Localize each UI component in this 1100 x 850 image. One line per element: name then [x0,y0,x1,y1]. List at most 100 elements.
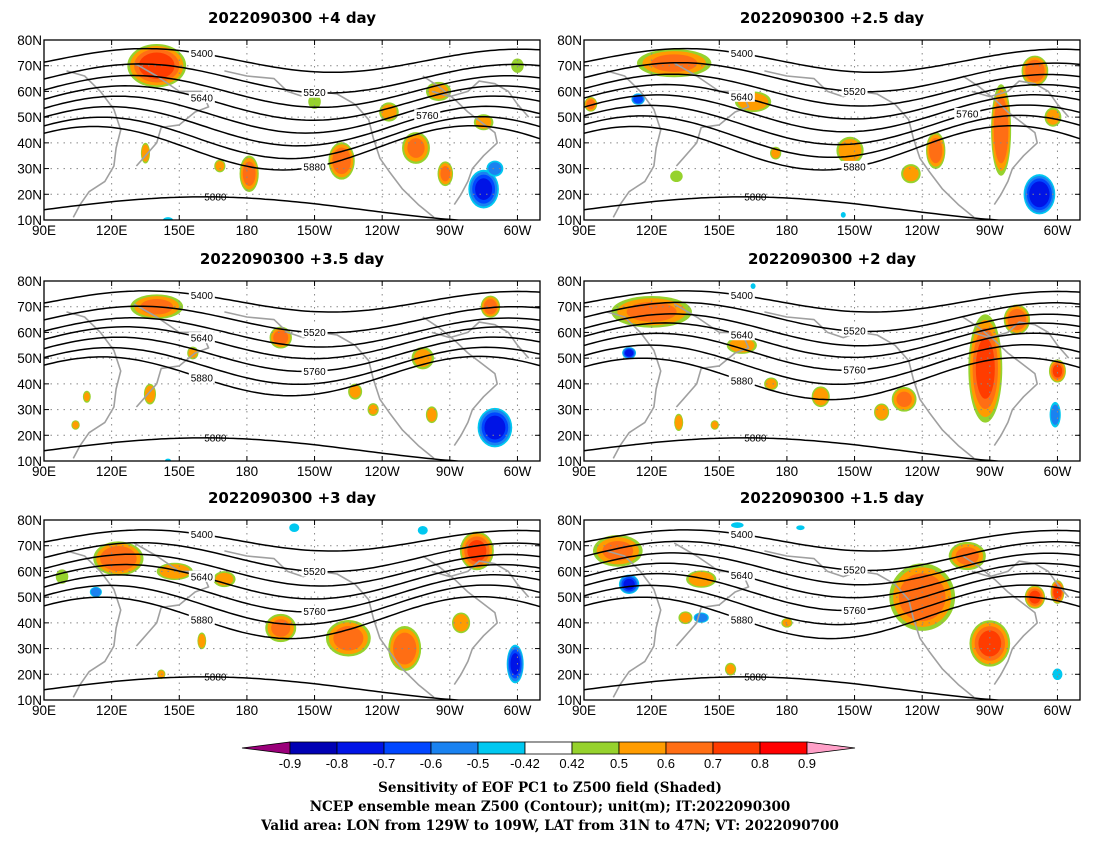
lat-tick-label: 10N [17,693,42,708]
z500-contour [584,552,1080,586]
lat-tick-label: 30N [557,403,582,418]
contour-label: 5640 [731,571,754,582]
colorbar-box [430,741,479,755]
z500-contour [44,317,540,348]
contour-label: 5880 [744,192,767,203]
z500-contour [44,541,540,573]
negative-sensitivity-area [488,162,502,175]
z500-contour [44,305,540,334]
z500-contour [584,572,1080,612]
positive-sensitivity-area [978,630,1002,657]
negative-sensitivity-area [731,522,744,529]
z500-contour [44,63,540,94]
lat-tick-label: 10N [17,213,42,228]
coastline [422,316,498,447]
contour-label-bg [841,85,868,97]
lat-tick-label: 40N [17,377,42,392]
contour-label-bg [188,47,215,59]
contour-label-bg [414,109,441,121]
footer-line-3: Valid area: LON from 129W to 109W, LAT f… [260,818,839,834]
panel-frame [43,280,541,462]
z500-contour [584,540,1080,572]
colorbar-label: 0.8 [751,756,769,771]
map-area: 5400 5520 5640 5760 5880 5880 [44,40,540,220]
contour-label: 5880 [731,615,754,626]
lat-tick-label: 80N [557,33,582,48]
colorbar-label: -0.42 [510,756,540,771]
contour-label: 5760 [303,367,326,378]
contour-label: 5400 [191,291,214,302]
z500-contour [44,115,540,160]
contour-label-bg [188,332,215,344]
positive-sensitivity-area [1052,364,1063,378]
lat-tick-label: 30N [17,162,42,177]
coastline [224,311,435,460]
map-panel: 2022090300 +2.5 day540055205640576058805… [557,9,1081,238]
contour-label-bg [188,570,215,582]
lon-tick-label: 150E [704,223,736,238]
lat-tick-label: 50N [17,351,42,366]
positive-sensitivity-area [407,138,425,158]
z500-contour [584,356,1080,401]
coastline [431,560,530,598]
contour-label: 5880 [204,672,227,683]
contour-label: 5520 [303,328,326,339]
lon-tick-label: 180 [236,703,259,718]
contour-label: 5520 [843,566,866,577]
contour-label-bg [728,569,755,581]
positive-sensitivity-area [100,546,137,572]
lat-tick-label: 70N [557,539,582,554]
negative-sensitivity-area [475,178,493,200]
lon-tick-label: 60W [1044,703,1072,718]
colorbar-label: 0.5 [610,756,628,771]
z500-contour [44,437,468,461]
panel-frame [583,39,1081,221]
z500-contour [584,104,1080,146]
coastline [962,75,1038,206]
z500-contour [584,301,1080,333]
contour-label-bg [728,329,755,341]
negative-sensitivity-area [796,525,805,531]
map-panel: 2022090300 +2 day 5400 5520 5640 5760 5880 588… [557,250,1081,479]
lon-tick-label: 60W [504,464,532,479]
positive-sensitivity-area [426,407,437,422]
z500-contour [44,355,540,397]
contour-label: 5880 [204,433,227,444]
lat-tick-label: 50N [557,590,582,605]
negative-sensitivity-area [90,587,101,597]
coastline [764,311,975,460]
map-panel: 2022090300 +4 day 5400 5520 5640 5760 5880 588… [17,9,541,238]
contour-label: 5760 [843,366,866,377]
lat-tick-label: 70N [557,300,582,315]
z500-contour [44,74,540,109]
contour-label: 5640 [731,92,754,103]
lat-tick-label: 50N [17,590,42,605]
positive-sensitivity-area [483,299,498,315]
footer-line-2: NCEP ensemble mean Z500 (Contour); unit(… [310,799,791,815]
colorbar-label: 0.7 [704,756,722,771]
coastline [673,62,750,167]
contour-label: 5880 [744,433,767,444]
lon-tick-label: 90E [572,464,596,479]
positive-sensitivity-area [188,347,198,359]
contour-label-bg [954,107,981,119]
lon-tick-label: 150W [837,223,873,238]
contour-label: 5640 [731,331,754,342]
lon-tick-label: 90E [32,703,56,718]
lat-tick-label: 20N [557,667,582,682]
negative-sensitivity-area [417,525,428,535]
lat-tick-label: 50N [17,110,42,125]
contour-label: 5880 [303,162,326,173]
lon-tick-label: 150W [297,703,333,718]
lat-tick-label: 40N [557,377,582,392]
lat-tick-label: 10N [557,213,582,228]
z500-contour [44,574,540,613]
contour-label-bg [841,160,868,172]
contour-label-bg [841,564,868,576]
contour-label: 5880 [744,672,767,683]
contour-label: 5760 [843,606,866,617]
coastline [66,70,122,218]
positive-sensitivity-area [896,391,912,407]
lon-tick-label: 150E [704,703,736,718]
contour-label-bg [301,160,328,172]
